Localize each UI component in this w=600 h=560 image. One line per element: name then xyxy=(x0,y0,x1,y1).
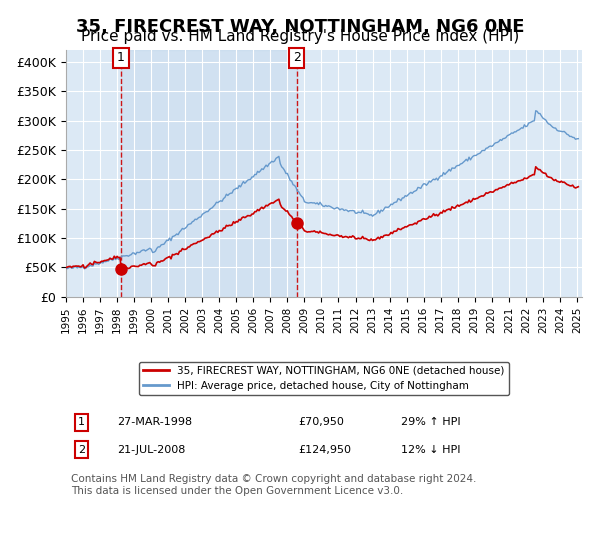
Bar xyxy=(121,50,297,297)
Text: 2: 2 xyxy=(78,445,85,455)
Text: 12% ↓ HPI: 12% ↓ HPI xyxy=(401,445,461,455)
Text: £124,950: £124,950 xyxy=(298,445,351,455)
Text: 35, FIRECREST WAY, NOTTINGHAM, NG6 0NE: 35, FIRECREST WAY, NOTTINGHAM, NG6 0NE xyxy=(76,18,524,36)
Text: 1: 1 xyxy=(117,52,125,64)
Text: 21-JUL-2008: 21-JUL-2008 xyxy=(118,445,186,455)
Text: £70,950: £70,950 xyxy=(298,417,344,427)
Text: 29% ↑ HPI: 29% ↑ HPI xyxy=(401,417,461,427)
Text: 1: 1 xyxy=(78,417,85,427)
Text: Contains HM Land Registry data © Crown copyright and database right 2024.
This d: Contains HM Land Registry data © Crown c… xyxy=(71,474,476,496)
Legend: 35, FIRECREST WAY, NOTTINGHAM, NG6 0NE (detached house), HPI: Average price, det: 35, FIRECREST WAY, NOTTINGHAM, NG6 0NE (… xyxy=(139,362,509,395)
Text: 27-MAR-1998: 27-MAR-1998 xyxy=(118,417,193,427)
Text: Price paid vs. HM Land Registry's House Price Index (HPI): Price paid vs. HM Land Registry's House … xyxy=(81,29,519,44)
Text: 2: 2 xyxy=(293,52,301,64)
